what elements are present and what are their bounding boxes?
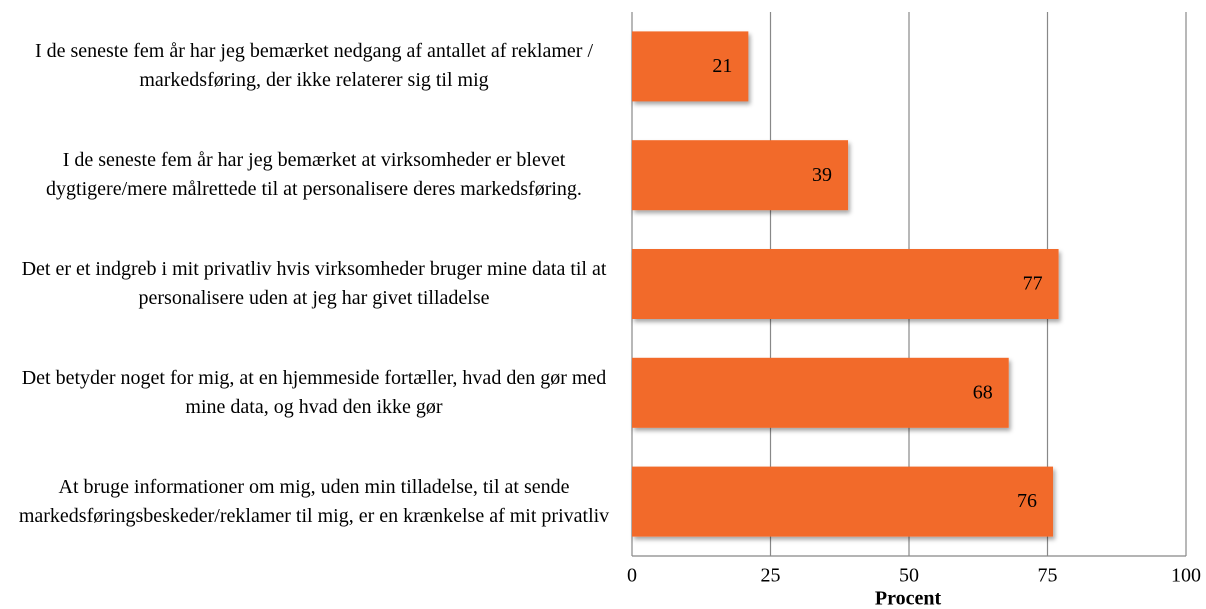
x-tick-label: 75 bbox=[1038, 565, 1058, 587]
value-label: 77 bbox=[1023, 273, 1043, 295]
value-label: 68 bbox=[973, 381, 993, 403]
y-tick-label: At bruge informationer om mig, uden min … bbox=[18, 475, 610, 527]
x-tick-label: 50 bbox=[899, 565, 919, 587]
value-label: 76 bbox=[1017, 490, 1037, 512]
x-axis-label: Procent bbox=[875, 588, 942, 609]
x-tick-label: 0 bbox=[627, 565, 637, 587]
x-tick-label: 25 bbox=[761, 565, 781, 587]
y-tick-label: I de seneste fem år har jeg bemærket ned… bbox=[34, 40, 594, 92]
bar bbox=[632, 466, 1054, 537]
value-label: 21 bbox=[712, 55, 732, 77]
bar bbox=[632, 31, 749, 102]
y-tick-label: Det er et indgreb i mit privatliv hvis v… bbox=[21, 257, 607, 309]
bar bbox=[632, 249, 1059, 319]
bar bbox=[632, 357, 1009, 428]
x-tick-label: 100 bbox=[1171, 565, 1201, 587]
y-tick-label: Det betyder noget for mig, at en hjemmes… bbox=[21, 366, 607, 418]
y-tick-label: I de seneste fem år har jeg bemærket at … bbox=[46, 149, 582, 201]
bar bbox=[632, 140, 849, 211]
value-label: 39 bbox=[812, 164, 832, 186]
